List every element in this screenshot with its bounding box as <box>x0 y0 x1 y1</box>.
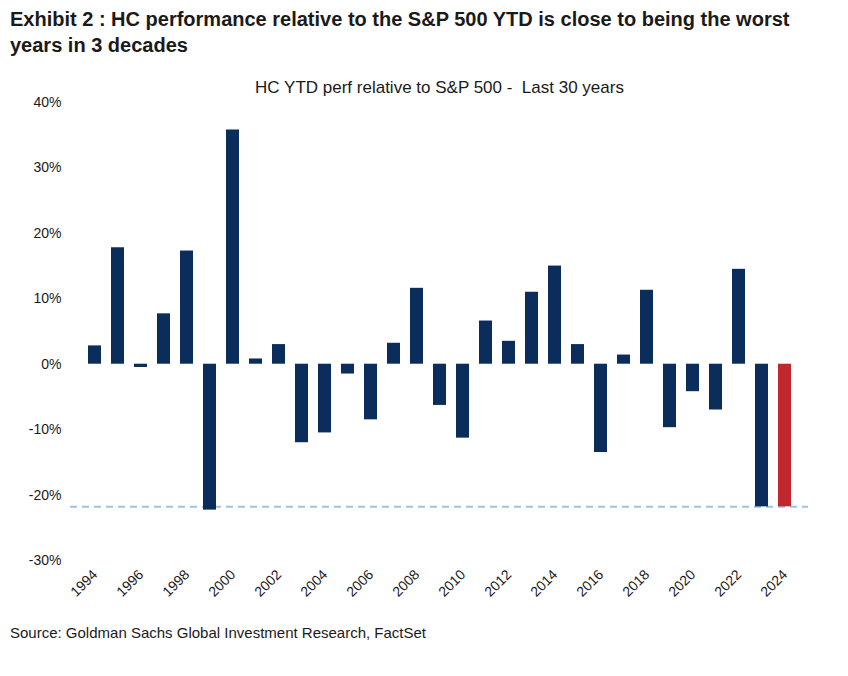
svg-text:1994: 1994 <box>67 566 100 599</box>
svg-text:2016: 2016 <box>573 566 606 599</box>
html-text:Source: Goldman Sachs Global I: Source: Goldman Sachs Global Investment … <box>10 624 426 641</box>
svg-text:10%: 10% <box>33 290 61 306</box>
svg-text:-20%: -20% <box>29 487 62 503</box>
svg-text:1996: 1996 <box>113 566 146 599</box>
svg-text:-10%: -10% <box>29 421 62 437</box>
svg-text:2020: 2020 <box>665 566 698 599</box>
svg-text:2004: 2004 <box>297 566 330 599</box>
svg-text:2014: 2014 <box>527 566 560 599</box>
svg-text:2000: 2000 <box>205 566 238 599</box>
svg-text:2006: 2006 <box>343 566 376 599</box>
svg-text:30%: 30% <box>33 159 61 175</box>
svg-text:20%: 20% <box>33 225 61 241</box>
svg-text:2012: 2012 <box>481 566 514 599</box>
svg-text:HC YTD perf relative to S&P 50: HC YTD perf relative to S&P 500 - Last 3… <box>255 78 624 97</box>
svg-text:2008: 2008 <box>389 566 422 599</box>
svg-text:2002: 2002 <box>251 566 284 599</box>
svg-text:40%: 40% <box>33 94 61 110</box>
svg-text:-30%: -30% <box>29 552 62 568</box>
svg-text:2018: 2018 <box>619 566 652 599</box>
svg-text:2010: 2010 <box>435 566 468 599</box>
svg-text:2022: 2022 <box>711 566 744 599</box>
svg-text:0%: 0% <box>41 356 61 372</box>
svg-text:2024: 2024 <box>757 566 790 599</box>
svg-text:1998: 1998 <box>159 566 192 599</box>
html-text:Exhibit 2 : HC performance rel: Exhibit 2 : HC performance relative to t… <box>10 8 790 56</box>
